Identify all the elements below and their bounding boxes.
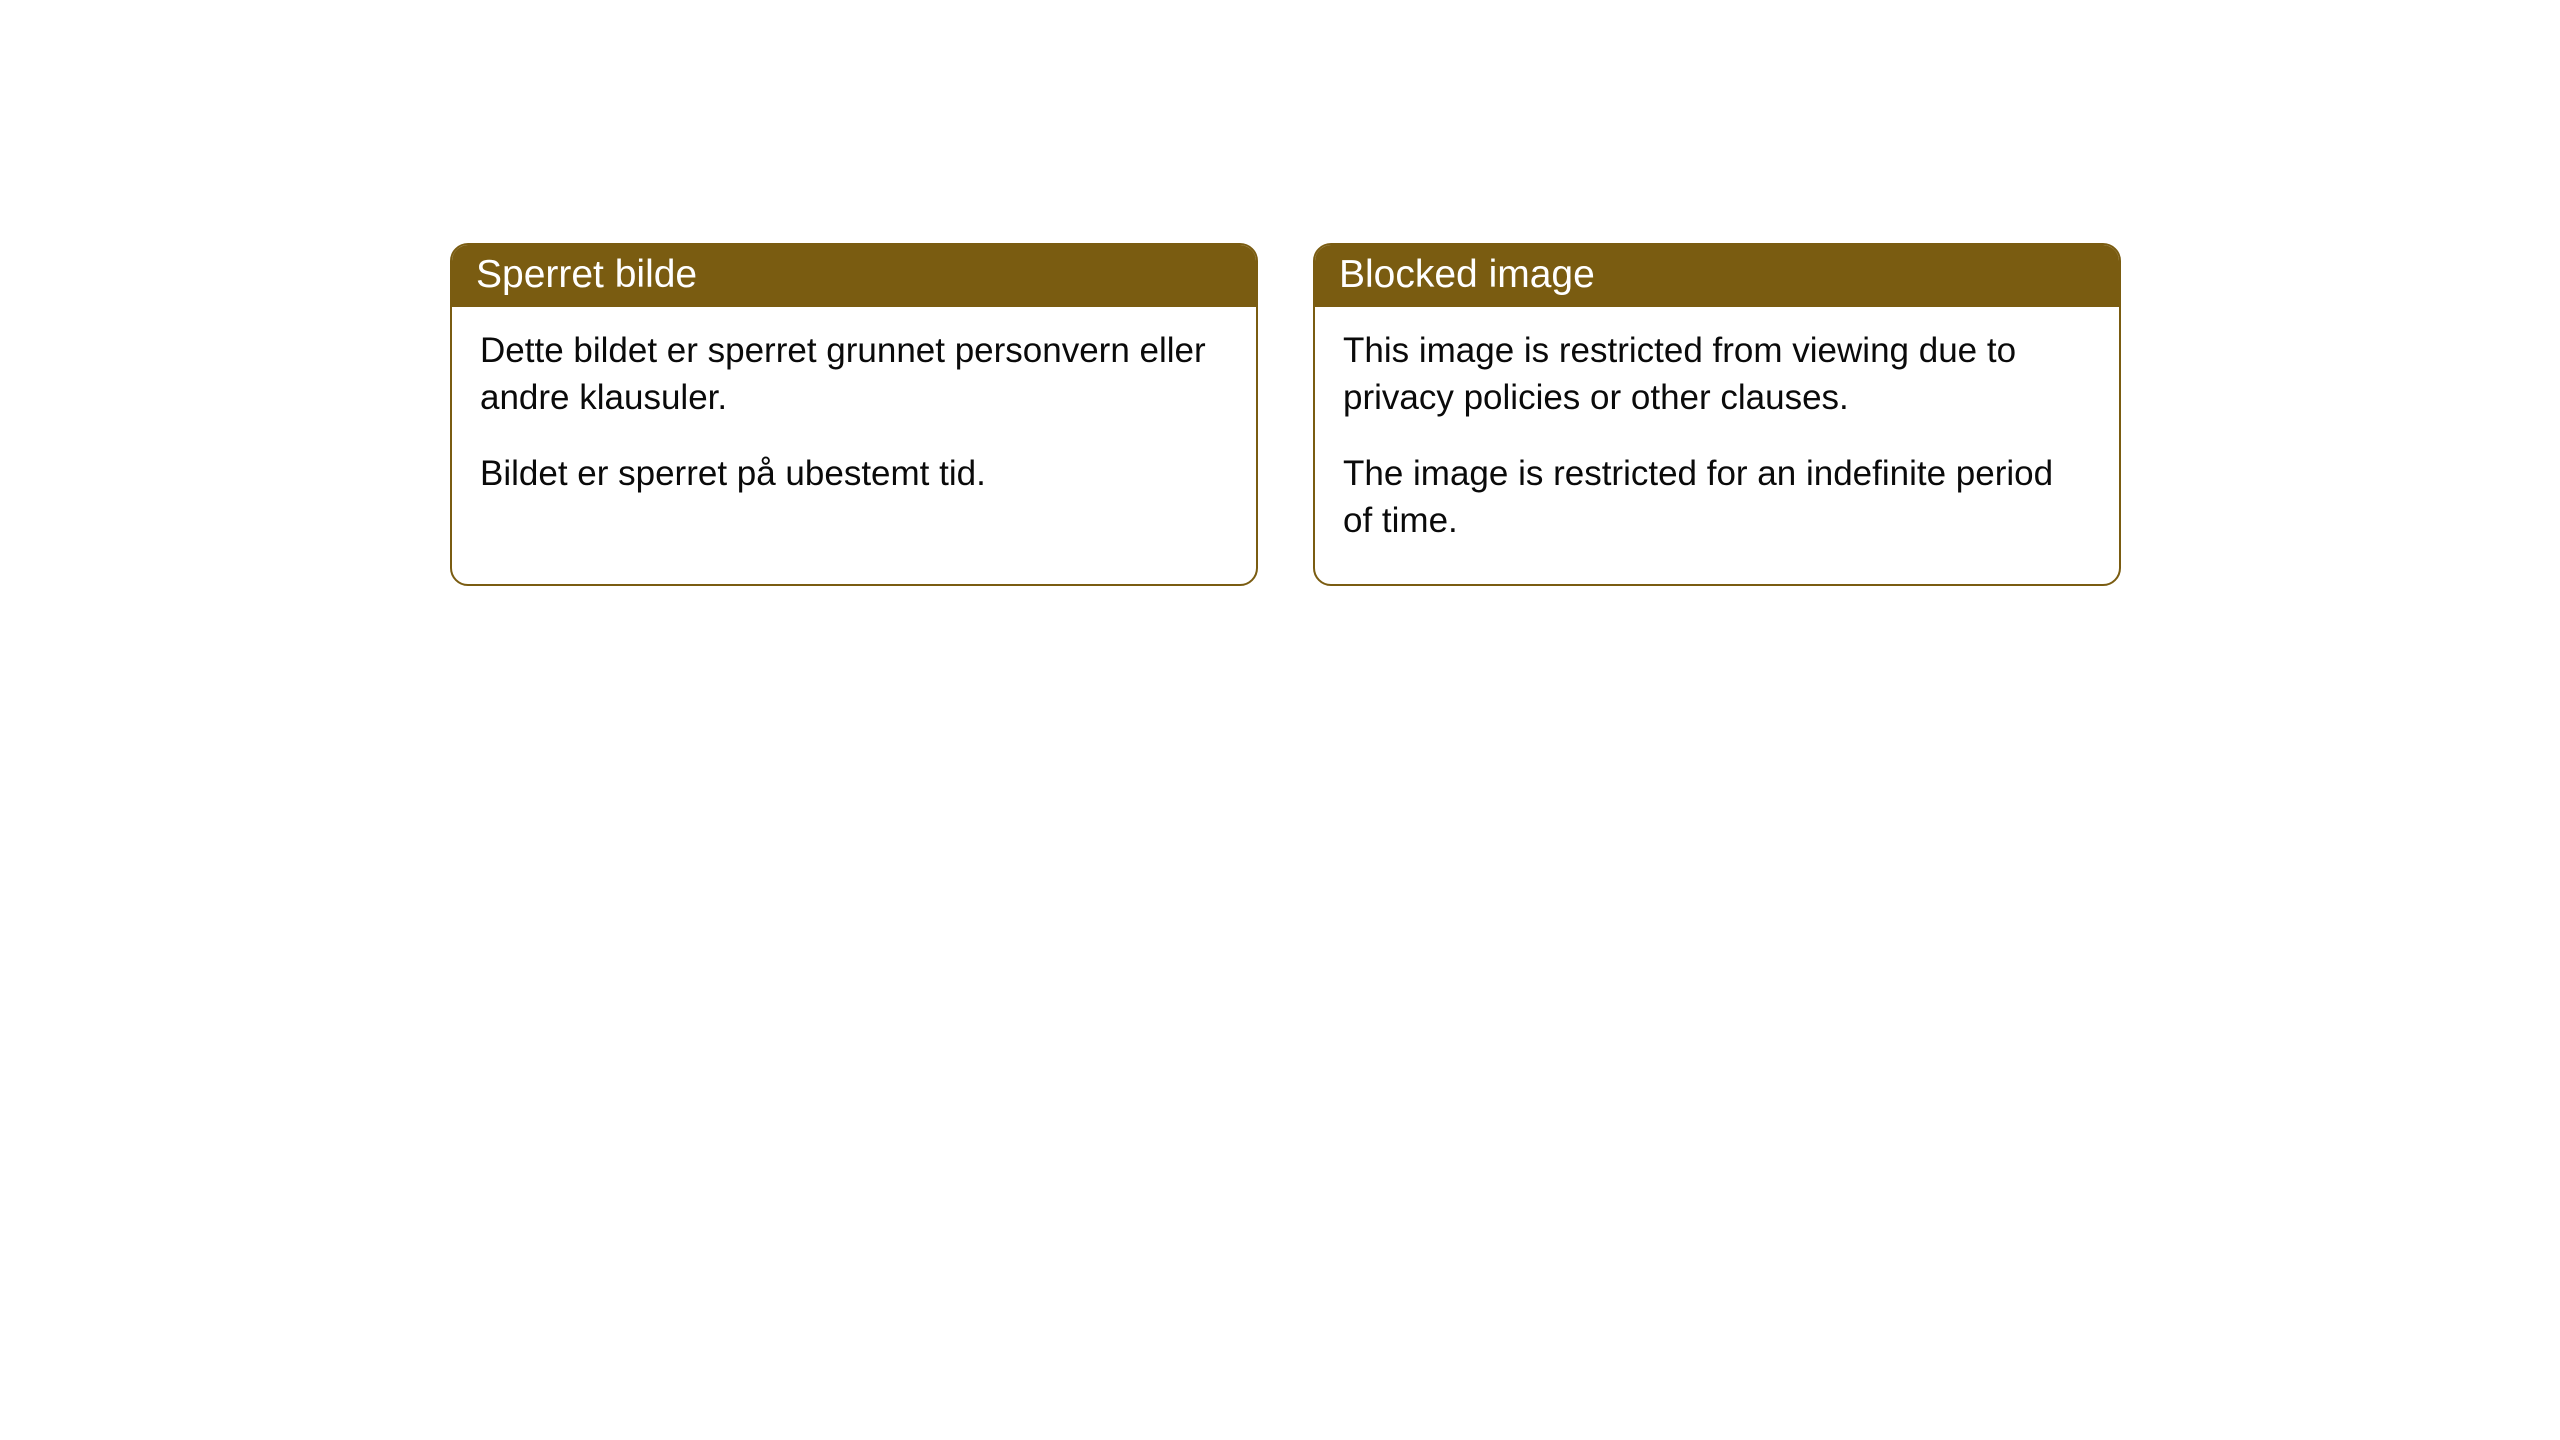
card-container: Sperret bilde Dette bildet er sperret gr… [0, 0, 2560, 586]
card-body-no: Dette bildet er sperret grunnet personve… [452, 307, 1256, 537]
card-paragraph-en-2: The image is restricted for an indefinit… [1343, 450, 2091, 545]
blocked-image-card-no: Sperret bilde Dette bildet er sperret gr… [450, 243, 1258, 586]
card-header-en: Blocked image [1315, 245, 2119, 307]
card-body-en: This image is restricted from viewing du… [1315, 307, 2119, 584]
card-paragraph-no-2: Bildet er sperret på ubestemt tid. [480, 450, 1228, 497]
card-header-no: Sperret bilde [452, 245, 1256, 307]
blocked-image-card-en: Blocked image This image is restricted f… [1313, 243, 2121, 586]
card-paragraph-en-1: This image is restricted from viewing du… [1343, 327, 2091, 422]
card-paragraph-no-1: Dette bildet er sperret grunnet personve… [480, 327, 1228, 422]
